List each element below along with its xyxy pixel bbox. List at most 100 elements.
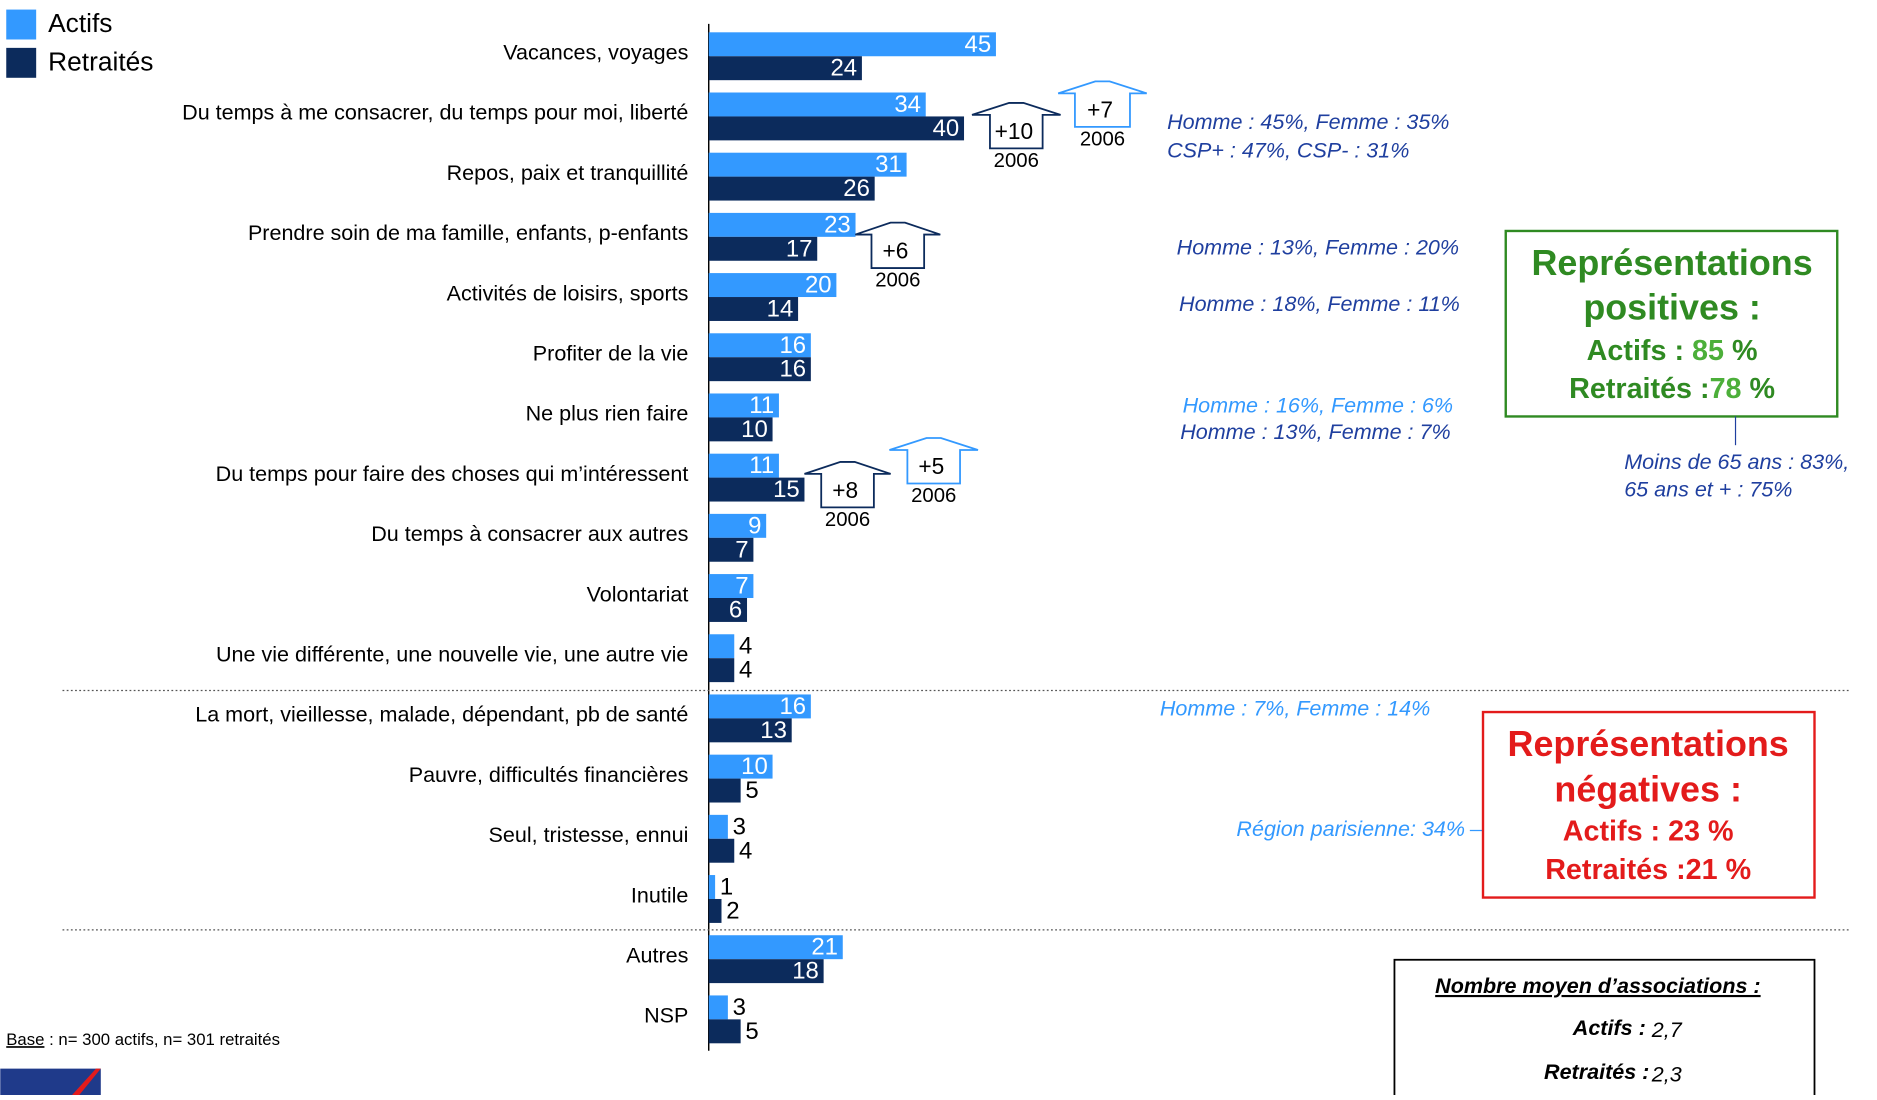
- evolution-arrow: [889, 437, 979, 485]
- bar: [708, 598, 748, 622]
- data-label: 4: [739, 837, 752, 864]
- note: Homme : 16%, Femme : 6%: [1183, 394, 1453, 418]
- bar: [708, 1019, 741, 1044]
- value: 2,7: [1651, 1018, 1683, 1042]
- category-label: Activités de loisirs, sports: [447, 281, 689, 305]
- data-label: 16: [779, 332, 806, 359]
- category-label: Volontariat: [587, 582, 689, 606]
- legend-swatch: [6, 9, 37, 40]
- bar: [708, 959, 824, 984]
- category-label: Seul, tristesse, ennui: [489, 823, 689, 847]
- arrow-label: +10: [995, 118, 1034, 144]
- base-text: : n= 300 actifs, n= 301 retraités: [49, 1031, 280, 1050]
- unit: %: [1732, 334, 1758, 366]
- arrow-year: 2006: [875, 270, 920, 292]
- legend-swatch: [6, 47, 37, 78]
- note: Homme : 45%, Femme : 35%: [1167, 110, 1449, 134]
- category-label: Repos, paix et tranquillité: [447, 161, 689, 185]
- data-label: 10: [741, 753, 768, 780]
- data-label: 7: [735, 573, 748, 600]
- label: Actifs :: [1587, 334, 1684, 366]
- box-line: Actifs : 23 %: [1563, 816, 1734, 848]
- data-label: 45: [965, 31, 992, 58]
- box-line: Actifs : 85 %: [1587, 334, 1758, 366]
- category-label: Du temps à consacrer aux autres: [371, 522, 688, 546]
- bar: [708, 297, 799, 321]
- data-label: 23: [824, 211, 851, 238]
- unit: %: [1750, 373, 1776, 405]
- data-label: 34: [894, 91, 921, 118]
- data-label: 26: [843, 175, 870, 202]
- bar: [708, 898, 722, 923]
- box-title: Représentations: [1508, 724, 1789, 764]
- note: Homme : 13%, Femme : 7%: [1180, 420, 1450, 444]
- data-label: 6: [729, 596, 742, 623]
- box-title: Nombre moyen d’associations :: [1435, 974, 1760, 998]
- arrow-year: 2006: [825, 509, 870, 531]
- data-label: 20: [805, 272, 832, 299]
- category-label: Prendre soin de ma famille, enfants, p-e…: [248, 221, 688, 245]
- data-label: 16: [779, 356, 806, 383]
- arrow-label: +7: [1087, 96, 1113, 122]
- bar: [708, 92, 926, 117]
- bar: [708, 875, 716, 899]
- value: 78: [1710, 373, 1742, 405]
- base-note: Base : n= 300 actifs, n= 301 retraités: [6, 1031, 280, 1050]
- box-title: positives :: [1583, 287, 1761, 327]
- bar: [708, 116, 965, 141]
- bar: [708, 935, 843, 960]
- label: Retraités :: [1569, 373, 1709, 405]
- label: Retraités :: [1544, 1060, 1649, 1084]
- box-line: Retraités :78 %: [1569, 373, 1775, 405]
- bar: [708, 778, 741, 803]
- data-label: 5: [745, 777, 758, 804]
- bar: [708, 694, 811, 719]
- arrow-label: +6: [882, 238, 908, 264]
- data-label: 11: [749, 452, 774, 479]
- label: Actifs :: [1572, 1016, 1646, 1040]
- negative-box: [1481, 710, 1816, 899]
- bar: [708, 357, 811, 382]
- data-label: 17: [786, 235, 813, 262]
- bar: [708, 658, 735, 683]
- bar: [708, 537, 754, 562]
- category-label: Du temps pour faire des choses qui m’int…: [216, 462, 689, 486]
- data-label: 13: [760, 717, 787, 744]
- note: Région parisienne: 34%: [1236, 817, 1465, 841]
- average-box: [1393, 958, 1816, 1100]
- base-label: Base: [6, 1031, 44, 1050]
- category-label: NSP: [644, 1004, 688, 1028]
- note: Homme : 7%, Femme : 14%: [1160, 696, 1430, 720]
- category-label: Pauvre, difficultés financières: [409, 763, 689, 787]
- legend-label: Actifs: [48, 8, 112, 38]
- bar: [708, 176, 875, 201]
- data-label: 10: [741, 416, 768, 443]
- value: 2,3: [1651, 1063, 1682, 1087]
- bar: [708, 273, 837, 298]
- data-label: 7: [735, 536, 748, 563]
- category-label: Une vie différente, une nouvelle vie, un…: [216, 642, 688, 666]
- bar: [708, 513, 767, 538]
- data-label: 40: [933, 115, 960, 142]
- bar: [708, 453, 779, 478]
- evolution-arrow: [855, 221, 941, 269]
- data-label: 3: [733, 994, 746, 1021]
- bar: [708, 152, 907, 177]
- category-label: La mort, vieillesse, malade, dépendant, …: [195, 703, 688, 727]
- data-label: 5: [745, 1018, 758, 1045]
- category-label: Vacances, voyages: [503, 41, 688, 65]
- note: Homme : 13%, Femme : 20%: [1177, 236, 1459, 260]
- data-label: 11: [749, 392, 774, 419]
- note: 65 ans et + : 75%: [1624, 477, 1792, 501]
- data-label: 21: [811, 934, 838, 961]
- data-label: 1: [720, 874, 733, 901]
- note: CSP+ : 47%, CSP- : 31%: [1167, 139, 1409, 163]
- arrow-year: 2006: [1080, 128, 1125, 150]
- category-label: Inutile: [631, 883, 688, 907]
- value: 85: [1692, 334, 1724, 366]
- bar: [708, 236, 818, 261]
- arrow-year: 2006: [994, 150, 1039, 172]
- arrow-label: +5: [918, 453, 944, 479]
- category-label: Du temps à me consacrer, du temps pour m…: [182, 101, 688, 125]
